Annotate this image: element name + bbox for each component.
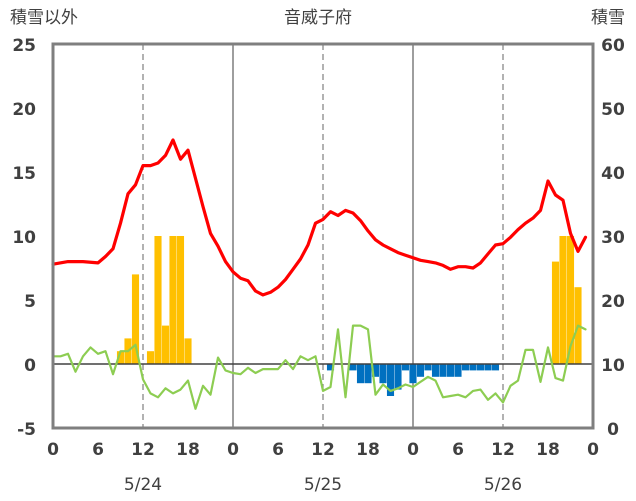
left-tick-label: -5 xyxy=(17,420,36,440)
bar xyxy=(461,364,470,371)
bar xyxy=(131,274,140,364)
bar xyxy=(169,236,177,364)
bar xyxy=(161,325,170,364)
bar xyxy=(416,364,425,377)
right-tick-label: 20 xyxy=(601,292,625,312)
left-tick-label: 5 xyxy=(24,292,36,312)
bar xyxy=(566,236,575,364)
bar xyxy=(476,364,485,371)
green-line-series xyxy=(51,324,587,410)
date-label: 5/25 xyxy=(304,475,342,495)
bar xyxy=(394,364,402,390)
x-tick-label: 18 xyxy=(356,440,380,460)
bar xyxy=(386,364,395,396)
date-label: 5/26 xyxy=(484,475,522,495)
bar xyxy=(559,236,567,364)
x-tick-label: 12 xyxy=(491,440,515,460)
chart-title: 音威子府 xyxy=(284,8,352,28)
x-tick-label: 12 xyxy=(311,440,335,460)
x-tick-label: 6 xyxy=(272,440,284,460)
left-axis-title: 積雪以外 xyxy=(10,8,78,28)
plot-frame xyxy=(51,42,595,430)
bar xyxy=(176,236,185,364)
x-tick-label: 18 xyxy=(536,440,560,460)
bar xyxy=(326,364,335,371)
bar xyxy=(401,364,410,371)
bar xyxy=(454,364,462,377)
left-tick-label: 25 xyxy=(12,36,36,56)
x-tick-label: 12 xyxy=(131,440,155,460)
left-tick-label: 10 xyxy=(12,228,36,248)
bar xyxy=(364,364,372,384)
left-tick-label: 0 xyxy=(24,356,36,376)
red-line-series xyxy=(51,138,588,297)
right-tick-label: 10 xyxy=(601,356,625,376)
header-labels: 積雪以外 音威子府 積雪 xyxy=(10,8,625,28)
bar xyxy=(154,236,162,364)
bar xyxy=(349,364,357,371)
right-tick-label: 50 xyxy=(601,100,625,120)
bar xyxy=(356,364,365,384)
bar xyxy=(409,364,417,384)
bar xyxy=(491,364,500,371)
x-tick-label: 0 xyxy=(587,440,599,460)
x-tick-label: 0 xyxy=(47,440,59,460)
bar xyxy=(424,364,432,371)
right-tick-label: 0 xyxy=(607,420,619,440)
x-tick-label: 18 xyxy=(176,440,200,460)
bar xyxy=(551,261,560,364)
bar xyxy=(431,364,440,377)
bar xyxy=(446,364,455,377)
bar xyxy=(469,364,477,371)
x-tick-label: 6 xyxy=(92,440,104,460)
plot-area xyxy=(51,42,595,430)
bar xyxy=(439,364,447,377)
bar xyxy=(379,364,387,384)
right-tick-label: 30 xyxy=(601,228,625,248)
right-axis-title: 積雪 xyxy=(591,8,625,28)
bar xyxy=(116,351,125,364)
x-tick-label: 0 xyxy=(407,440,419,460)
bar xyxy=(484,364,492,371)
right-tick-label: 60 xyxy=(601,36,625,56)
x-tick-label: 6 xyxy=(452,440,464,460)
bar xyxy=(184,338,192,364)
date-label: 5/24 xyxy=(124,475,162,495)
left-tick-label: 15 xyxy=(12,164,36,184)
bar xyxy=(371,364,380,377)
x-tick-label: 0 xyxy=(227,440,239,460)
right-tick-label: 40 xyxy=(601,164,625,184)
bar xyxy=(146,351,155,364)
left-tick-label: 20 xyxy=(12,100,36,120)
